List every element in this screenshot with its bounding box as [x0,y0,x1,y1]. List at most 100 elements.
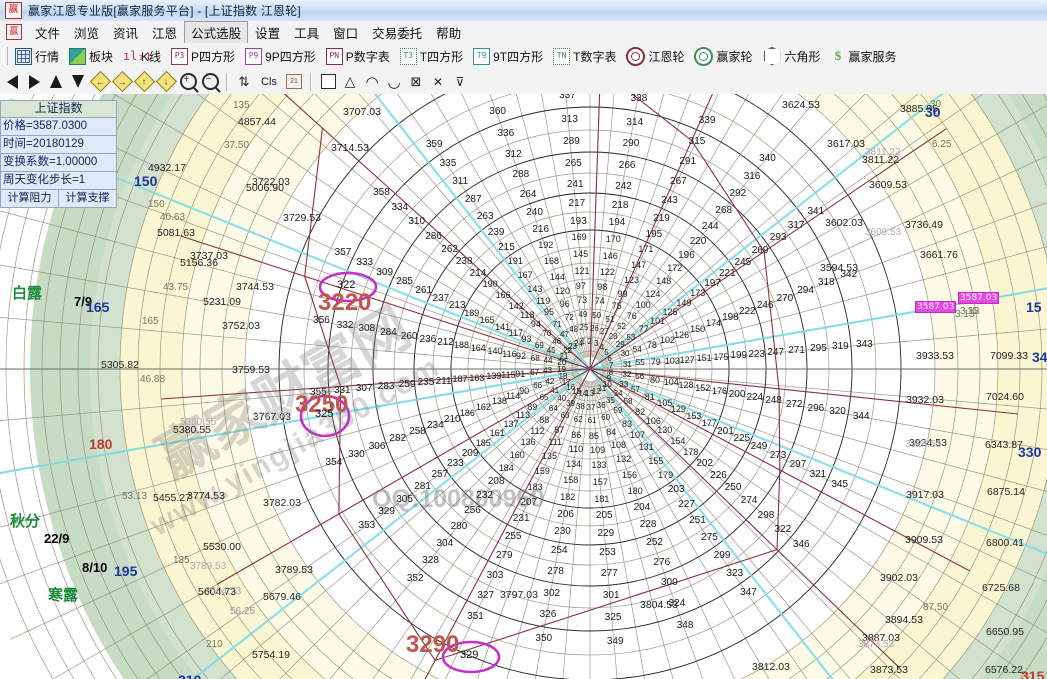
toolbar-button-t-number-table[interactable]: TN T数字表 [548,47,621,66]
calc-support-button[interactable]: 计算支撑 [59,190,117,208]
wheel-index-308: 308 [358,323,376,335]
calc-resistance-button[interactable]: 计算阻力 [0,190,59,208]
cls-button[interactable]: Cls [256,72,282,91]
annotation-3250: 3250 [295,391,349,418]
wheel-index-312: 312 [505,148,522,160]
nav-up-button[interactable] [46,72,66,91]
wheel-index-80: 80 [649,374,660,385]
shift-right-button[interactable]: → [111,70,133,93]
menu-item-window[interactable]: 窗口 [333,26,359,41]
menu-item-tools[interactable]: 工具 [294,26,320,41]
wheel-index-1: 1 [580,337,586,347]
pin-tool-button[interactable]: ⊽ [450,72,470,91]
shift-down-button[interactable]: ↓ [155,70,177,93]
menu-item-formula-stock-pick[interactable]: 公式选股 [184,20,249,44]
price-label-3811.22: 3811.22 [862,154,900,166]
wheel-index-226: 226 [710,469,727,481]
nav-prev-button[interactable] [2,72,22,91]
menu-item-browse[interactable]: 浏览 [74,26,100,41]
toolbar-button-kline[interactable]: ıl₁ı K线 [118,47,166,66]
price-label-3932.03: 3932.03 [906,394,944,406]
menu-item-trade-order[interactable]: 交易委托 [372,26,423,41]
wheel-index-337: 337 [559,94,576,102]
toolbar-button-9p-square[interactable]: P9 9P四方形 [240,47,321,66]
wheel-index-52: 52 [617,322,626,332]
wheel-index-238: 238 [455,256,473,268]
menu-item-news[interactable]: 资讯 [113,26,139,41]
toolbar-button-sectors[interactable]: 板块 [64,47,118,66]
price-label-faint: 3924.53 [905,439,942,450]
toolbar-label-winner-service: 赢家服务 [848,49,897,64]
toolbar-button-winner-service[interactable]: $ 赢家服务 [826,47,902,66]
toolbar-label-t-square: T四方形 [419,49,464,64]
menu-item-settings[interactable]: 设置 [255,26,281,41]
wheel-index-40: 40 [557,393,567,403]
candlestick-icon: ıl₁ı [123,48,152,63]
crossbox-tool-button[interactable]: ⊠ [406,72,426,91]
price-label-faint: 3873.53 [858,639,895,650]
wheel-index-170: 170 [605,233,621,244]
t3-square-icon: T3 [399,47,417,65]
price-label-3902.03: 3902.03 [880,572,918,584]
vertical-scale-button[interactable]: ⇅ [234,72,254,91]
toolbar-button-hexagon[interactable]: 六角形 [758,46,826,67]
toolbar-label-quotes: 行情 [35,49,60,64]
arc-down-icon: ◡ [387,73,401,91]
arc-tool-button[interactable]: ◠ [362,72,382,91]
wheel-index-303: 303 [486,569,504,581]
wheel-index-344: 344 [852,410,870,422]
zoom-in-button[interactable]: + [178,72,198,91]
nav-next-button[interactable] [24,72,44,91]
blocks-icon [69,47,87,65]
wheel-index-243: 243 [661,195,678,207]
wheel-index-7: 7 [608,360,614,370]
wheel-index-190: 190 [482,278,498,289]
toolbar-button-gann-wheel[interactable]: 江恩轮 [621,46,689,67]
cross-tool-button[interactable]: ✕ [428,72,448,91]
toolbar-button-quotes[interactable]: 行情 [10,47,64,66]
menu-item-file[interactable]: 文件 [35,26,61,41]
price-label-5231.09: 5231.09 [203,296,241,308]
wheel-index-18: 18 [558,371,568,381]
angle-tick-165: 165 [142,316,159,327]
toolbar-button-p-square[interactable]: P3 P四方形 [166,47,240,66]
wheel-index-181: 181 [594,493,610,504]
nav-down-button[interactable] [68,72,88,91]
wheel-index-97: 97 [575,281,586,292]
wheel-index-269: 269 [751,244,769,256]
wheel-index-332: 332 [336,319,354,331]
wheel-index-289: 289 [563,135,580,147]
toolbar-label-9t-square: 9T四方形 [493,49,544,64]
wheel-index-240: 240 [526,207,543,218]
wheel-index-133: 133 [591,459,607,470]
triangle-tool-button[interactable]: △ [340,72,360,91]
wheel-index-198: 198 [722,312,739,324]
shift-left-button[interactable]: ← [89,70,111,93]
arc-flip-tool-button[interactable]: ◡ [384,72,404,91]
wheel-index-27: 27 [599,326,609,336]
winner-wheel-icon [694,46,714,66]
menu-item-gann[interactable]: 江恩 [152,26,178,41]
toolbar-button-winner-wheel[interactable]: 赢家轮 [689,46,757,67]
wheel-index-22: 22 [563,346,572,356]
gann-wheel-chart[interactable]: 1 2 3 4 5 6 7 8 9 10 11 12 13 14 15 16 17 18 19 20 21 22 23 24 2… [0,94,1047,679]
toolbar-button-t-square[interactable]: T3 T四方形 [395,47,468,66]
toolbar-button-9t-square[interactable]: T9 9T四方形 [468,47,548,66]
wheel-index-351: 351 [467,611,484,623]
wheel-index-273: 273 [769,450,787,462]
wheel-index-71: 71 [552,319,562,329]
zoom-out-button[interactable]: − [200,72,220,91]
p3-square-icon: P3 [171,47,189,65]
rectangle-tool-button[interactable] [318,72,338,91]
info-panel-header: 上证指数 [0,100,117,118]
menu-item-help[interactable]: 帮助 [436,26,462,41]
calendar-button[interactable]: 21 [284,72,304,91]
toolbar-label-p-square: P四方形 [191,49,236,64]
wheel-index-217: 217 [568,197,586,209]
toolbar-button-p-number-table[interactable]: PN P数字表 [321,47,395,66]
wheel-index-317: 317 [787,219,805,231]
wheel-index-115: 115 [501,370,516,381]
shift-up-button[interactable]: ↑ [133,70,155,93]
wheel-index-237: 237 [432,292,450,304]
toolbar-grip[interactable] [3,47,8,65]
